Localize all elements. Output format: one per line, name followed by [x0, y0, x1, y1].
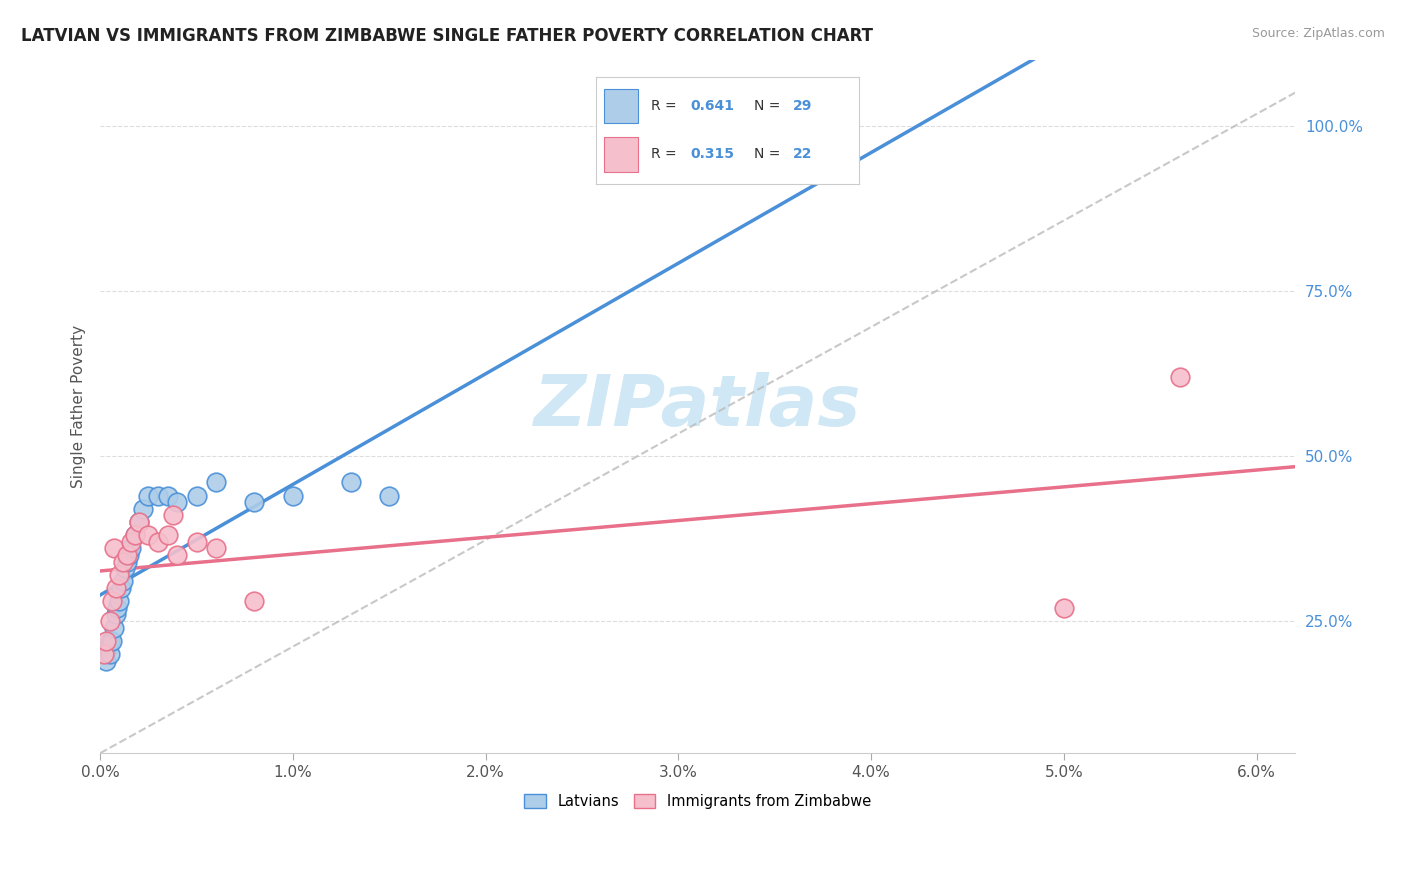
Point: [118, 548, 141, 562]
Point: [131, 501, 153, 516]
Point: [204, 541, 226, 556]
Point: [162, 508, 184, 523]
Point: [120, 534, 142, 549]
Point: [1053, 600, 1076, 615]
Point: [136, 528, 159, 542]
Point: [166, 548, 188, 562]
Point: [136, 489, 159, 503]
Point: [156, 528, 179, 542]
Point: [93, 647, 115, 661]
Point: [104, 581, 127, 595]
Point: [281, 489, 304, 503]
Point: [243, 495, 266, 509]
Point: [186, 489, 208, 503]
Point: [124, 528, 146, 542]
Point: [94, 654, 117, 668]
Point: [378, 489, 401, 503]
Point: [146, 489, 169, 503]
Point: [112, 555, 135, 569]
Point: [339, 475, 361, 490]
Point: [108, 594, 131, 608]
Point: [186, 534, 208, 549]
Point: [128, 515, 150, 529]
Legend: Latvians, Immigrants from Zimbabwe: Latvians, Immigrants from Zimbabwe: [517, 789, 877, 815]
Text: Source: ZipAtlas.com: Source: ZipAtlas.com: [1251, 27, 1385, 40]
Point: [114, 561, 136, 575]
Point: [146, 534, 169, 549]
Point: [100, 633, 122, 648]
Point: [98, 614, 121, 628]
Point: [120, 541, 142, 556]
Point: [128, 515, 150, 529]
Point: [1168, 369, 1191, 384]
Point: [104, 607, 127, 622]
Text: ZIPatlas: ZIPatlas: [534, 372, 862, 441]
Point: [166, 495, 188, 509]
Point: [107, 600, 129, 615]
Point: [124, 528, 146, 542]
Point: [98, 647, 121, 661]
Point: [97, 640, 120, 655]
Text: LATVIAN VS IMMIGRANTS FROM ZIMBABWE SINGLE FATHER POVERTY CORRELATION CHART: LATVIAN VS IMMIGRANTS FROM ZIMBABWE SING…: [21, 27, 873, 45]
Point: [110, 581, 132, 595]
Point: [108, 567, 131, 582]
Y-axis label: Single Father Poverty: Single Father Poverty: [72, 325, 86, 488]
Point: [156, 489, 179, 503]
Point: [93, 647, 115, 661]
Point: [98, 633, 121, 648]
Point: [94, 633, 117, 648]
Point: [115, 555, 138, 569]
Point: [204, 475, 226, 490]
Point: [112, 574, 135, 589]
Point: [100, 594, 122, 608]
Point: [115, 548, 138, 562]
Point: [103, 621, 125, 635]
Point: [103, 541, 125, 556]
Point: [243, 594, 266, 608]
